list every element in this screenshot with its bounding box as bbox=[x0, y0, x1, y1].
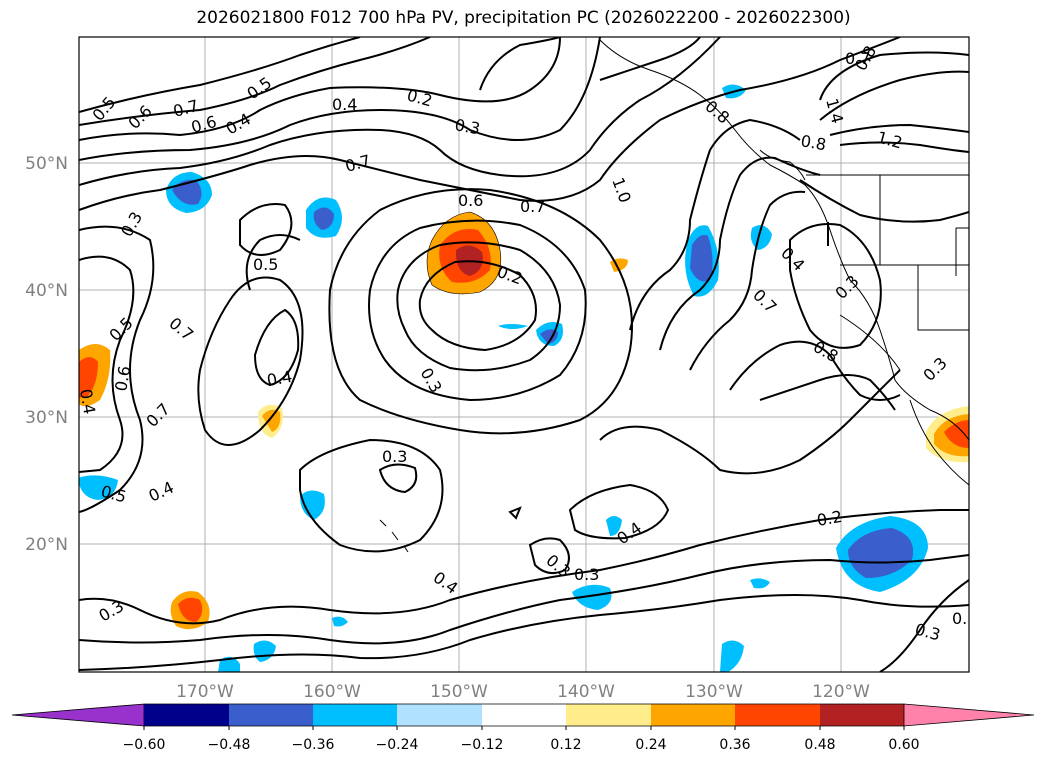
colorbar-tick: −0.24 bbox=[376, 737, 419, 753]
lon-label: 170°W bbox=[176, 682, 234, 702]
colorbar-tick: 0.60 bbox=[888, 737, 919, 753]
lon-label: 160°W bbox=[303, 682, 361, 702]
colorbar-extend-max bbox=[903, 703, 1035, 727]
lon-label: 150°W bbox=[430, 682, 488, 702]
colorbar-bin bbox=[144, 704, 229, 726]
contour-label: 0.4 bbox=[76, 387, 99, 415]
colorbar-tick: 0.48 bbox=[804, 737, 835, 753]
lat-labels: 50°N 40°N 30°N 20°N bbox=[25, 154, 68, 555]
colorbar-tick: 0.36 bbox=[719, 737, 750, 753]
contour-label: 0.7 bbox=[845, 49, 870, 68]
colorbar-tick: −0.36 bbox=[292, 737, 335, 753]
contour-label: 0.3 bbox=[382, 447, 407, 466]
contour-label: 0.8 bbox=[799, 131, 827, 154]
colorbar-bin bbox=[735, 704, 820, 726]
colorbar-bin bbox=[229, 704, 313, 726]
lon-labels: 170°W 160°W 150°W 140°W 130°W 120°W bbox=[176, 682, 870, 702]
contour-label: 0.4 bbox=[332, 95, 357, 114]
colorbar-extend-min bbox=[11, 703, 145, 727]
colorbar-bin bbox=[651, 704, 735, 726]
colorbar: −0.60 −0.48 −0.36 −0.24 −0.12 0.12 0.24 … bbox=[11, 703, 1035, 753]
colorbar-tick: −0.60 bbox=[123, 737, 166, 753]
colorbar-bin bbox=[313, 704, 397, 726]
colorbar-bin bbox=[482, 704, 566, 726]
blob-172w-15n bbox=[170, 591, 210, 630]
contour-label: 0.4 bbox=[265, 367, 293, 390]
map-title: 2026021800 F012 700 hPa PV, precipitatio… bbox=[196, 8, 851, 28]
colorbar-tick: −0.12 bbox=[461, 737, 504, 753]
lat-label: 20°N bbox=[25, 535, 68, 555]
lat-label: 40°N bbox=[25, 281, 68, 301]
contour-label: 0.5 bbox=[253, 255, 278, 274]
blob-160w-45n bbox=[306, 197, 342, 238]
lon-label: 130°W bbox=[685, 682, 743, 702]
colorbar-bin bbox=[566, 704, 651, 726]
contour-label: 0.3 bbox=[453, 115, 481, 138]
lat-label: 50°N bbox=[25, 154, 68, 174]
colorbar-bin bbox=[397, 704, 482, 726]
map-plot-area: 0.5 0.6 0.7 0.6 0.4 0.5 0.4 0.2 0.3 0.7 … bbox=[76, 37, 977, 672]
contour-label: 0.6 bbox=[458, 191, 483, 210]
lon-label: 140°W bbox=[557, 682, 615, 702]
contour-label: 0.3 bbox=[952, 609, 977, 628]
blob-112w-28n bbox=[926, 406, 969, 463]
contour-label: 0.3 bbox=[574, 565, 599, 584]
blob-116w-19n bbox=[836, 516, 928, 592]
colorbar-bin bbox=[820, 704, 904, 726]
pv-contours bbox=[79, 37, 969, 672]
map-frame bbox=[78, 36, 970, 673]
colorbar-tick: −0.48 bbox=[208, 737, 251, 753]
contour-label: 0.2 bbox=[815, 507, 843, 530]
blob-180w-34n bbox=[79, 344, 111, 407]
colorbar-tick: 0.24 bbox=[635, 737, 666, 753]
contour-label: 0.6 bbox=[111, 364, 134, 392]
lon-label: 120°W bbox=[812, 682, 870, 702]
blob-131w-42n bbox=[685, 225, 719, 297]
lat-label: 30°N bbox=[25, 408, 68, 428]
colorbar-tick: 0.12 bbox=[550, 737, 581, 753]
contour-label: 0.7 bbox=[520, 197, 545, 216]
